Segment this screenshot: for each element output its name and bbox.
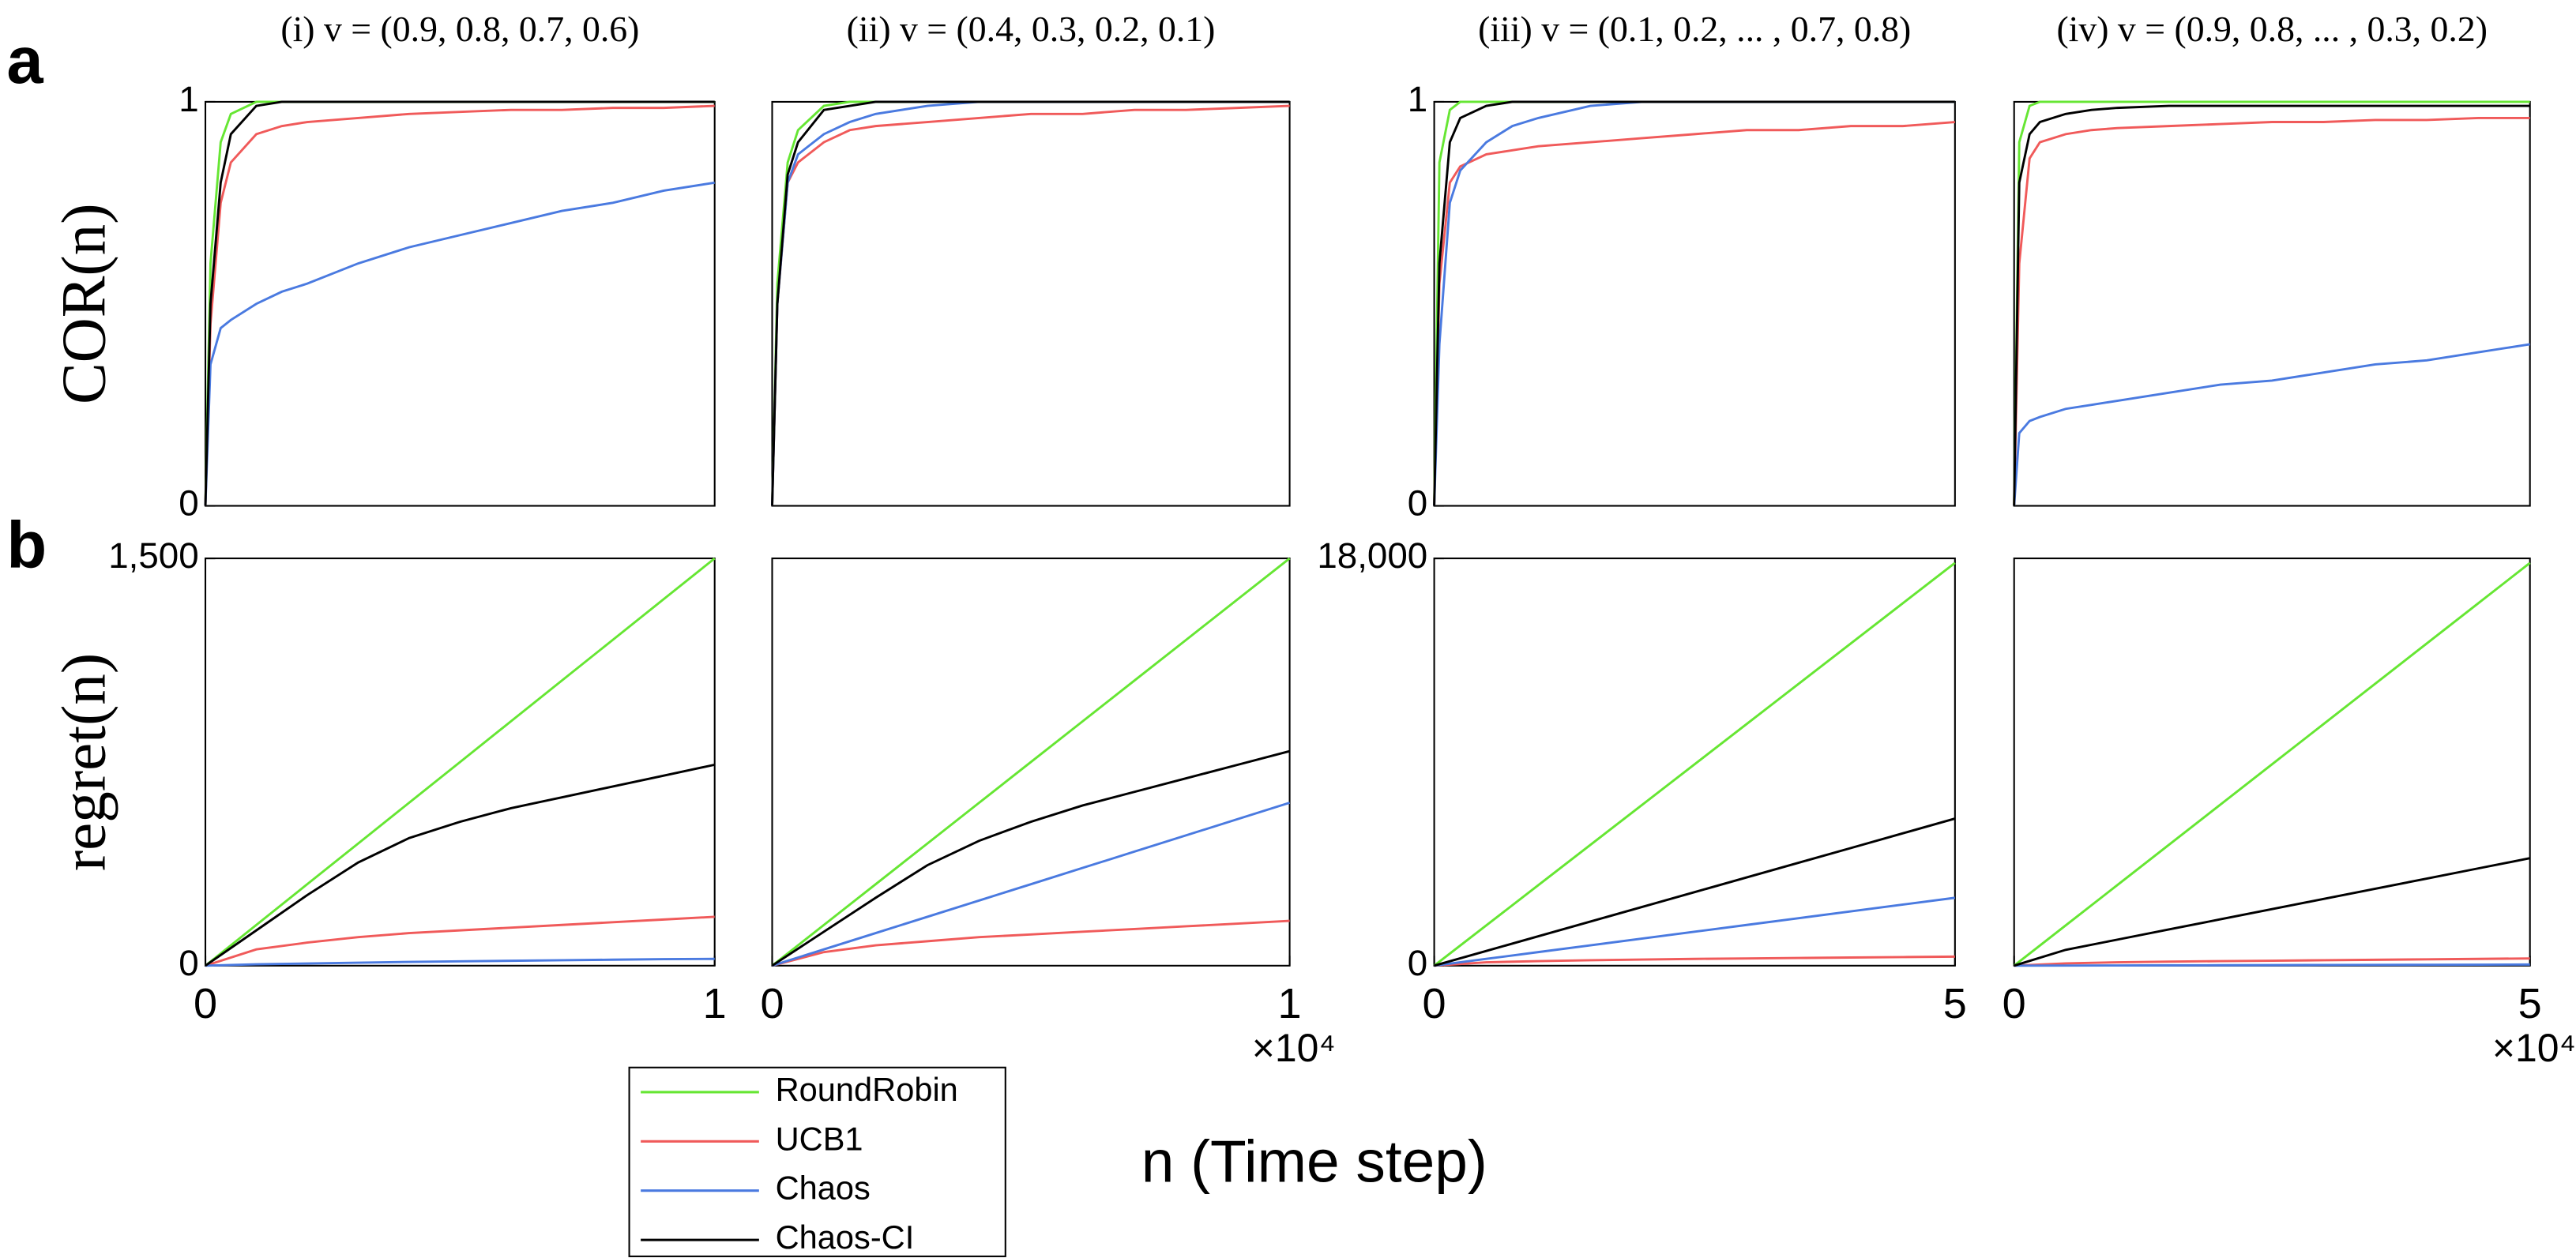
panel-title: (iv) v = (0.9, 0.8, ... , 0.3, 0.2) <box>2056 9 2488 49</box>
legend-label: RoundRobin <box>776 1071 958 1108</box>
series-line <box>1433 100 1955 506</box>
series-line <box>204 100 715 506</box>
legend-box <box>628 1066 1006 1257</box>
series-line <box>1433 121 1955 506</box>
series-line <box>2014 963 2530 967</box>
x-tick-label: 1 <box>1278 980 1302 1027</box>
panel-title: (i) v = (0.9, 0.8, 0.7, 0.6) <box>280 9 639 49</box>
series-line <box>771 749 1290 967</box>
series-line <box>772 802 1291 967</box>
series-line <box>2013 104 2530 506</box>
series-line <box>2014 857 2530 967</box>
series-line <box>1434 817 1956 967</box>
legend-label: UCB1 <box>776 1120 863 1157</box>
series-line <box>204 100 715 506</box>
x-tick-label: 0 <box>194 980 217 1027</box>
y-tick-label: 1,500 <box>108 535 199 576</box>
y-tick-label: 1 <box>1408 79 1427 119</box>
plot-frame <box>2013 100 2531 507</box>
series-line <box>771 104 1290 506</box>
series-line <box>1433 561 1956 967</box>
series-line <box>771 557 1291 967</box>
series-line <box>2013 561 2531 967</box>
plot-frame <box>771 100 1291 507</box>
plot-frame <box>1433 558 1956 967</box>
y-axis-label: COR(n) <box>51 203 119 404</box>
y-tick-label: 0 <box>179 483 198 524</box>
legend-label: Chaos <box>776 1170 871 1207</box>
x-tick-label: 0 <box>760 980 784 1027</box>
series-line <box>1434 955 1955 967</box>
y-tick-label: 18,000 <box>1317 535 1427 576</box>
series-line <box>1433 100 1955 506</box>
panel-title: (ii) v = (0.4, 0.3, 0.2, 0.1) <box>847 9 1216 49</box>
y-tick-label: 0 <box>1408 943 1427 983</box>
x-multiplier: ×10⁴ <box>2492 1026 2576 1070</box>
x-tick-label: 5 <box>2518 980 2542 1027</box>
series-line <box>771 100 1290 506</box>
series-line <box>2013 343 2530 506</box>
y-axis-label: regret(n) <box>51 653 119 871</box>
x-tick-label: 5 <box>1943 980 1967 1027</box>
series-line <box>771 100 1290 506</box>
series-line <box>2013 116 2530 506</box>
panel-label: b <box>6 509 47 582</box>
legend-label: Chaos-CI <box>776 1219 915 1256</box>
panel-title: (iii) v = (0.1, 0.2, ... , 0.7, 0.8) <box>1478 9 1911 49</box>
plot-frame <box>204 558 716 967</box>
series-line <box>205 915 715 967</box>
plot-frame <box>1433 100 1956 507</box>
plot-frame <box>771 558 1291 967</box>
series-line <box>205 557 716 967</box>
x-multiplier: ×10⁴ <box>1252 1026 1336 1070</box>
x-tick-label: 0 <box>1423 980 1446 1027</box>
y-tick-label: 1 <box>179 79 198 119</box>
plot-frame <box>204 100 716 507</box>
series-line <box>204 181 715 506</box>
x-tick-label: 1 <box>703 980 727 1027</box>
series-line <box>771 100 1290 506</box>
series-line <box>205 957 715 967</box>
series-line <box>205 763 716 967</box>
series-line <box>2014 957 2530 967</box>
y-tick-label: 0 <box>1408 483 1427 524</box>
panel-label: a <box>6 24 43 97</box>
series-line <box>1433 100 1955 506</box>
x-tick-label: 0 <box>2003 980 2026 1027</box>
x-axis-label: n (Time step) <box>1141 1128 1487 1194</box>
y-tick-label: 0 <box>179 943 198 983</box>
series-line <box>1434 896 1956 967</box>
series-line <box>204 104 715 506</box>
series-line <box>772 919 1290 967</box>
series-line <box>2013 100 2530 506</box>
